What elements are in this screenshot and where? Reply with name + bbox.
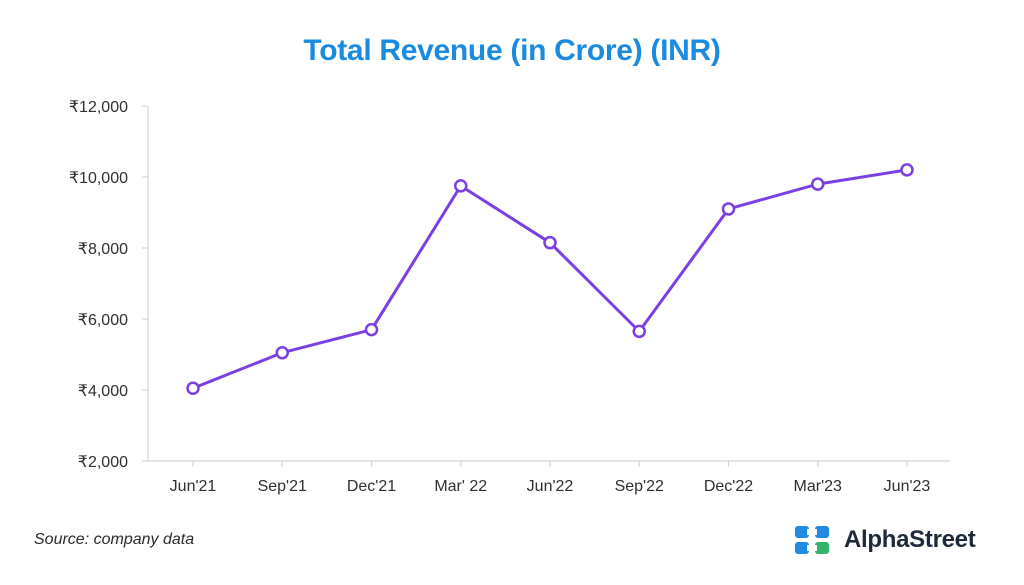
x-tick-label: Sep'22	[615, 478, 664, 495]
series-revenue	[186, 163, 914, 395]
chart-title: Total Revenue (in Crore) (INR)	[303, 34, 721, 67]
x-tick-label: Mar'23	[794, 478, 843, 495]
series-line	[191, 168, 909, 390]
y-tick-label: ₹8,000	[78, 241, 128, 258]
data-point	[632, 324, 646, 339]
data-point	[275, 345, 289, 360]
data-point	[811, 177, 825, 191]
x-axis-ticks: Jun'21 Sep'21 Dec'21 Mar' 22 Jun'22 Sep'22 Dec…	[170, 461, 931, 495]
x-tick-label: Mar' 22	[434, 478, 487, 495]
alphastreet-logo-icon	[795, 526, 829, 554]
x-tick-label: Sep'21	[258, 478, 307, 495]
data-point	[900, 163, 914, 177]
x-tick-label: Jun'22	[527, 478, 574, 495]
brand-name: AlphaStreet	[844, 526, 976, 553]
y-tick-label: ₹6,000	[78, 312, 128, 329]
source-note: Source: company data	[34, 531, 195, 548]
axes	[147, 106, 950, 462]
data-point	[721, 202, 736, 216]
x-tick-label: Jun'21	[170, 478, 217, 495]
x-tick-label: Jun'23	[884, 478, 931, 495]
data-point	[364, 322, 379, 337]
x-tick-label: Dec'21	[347, 478, 396, 495]
data-point	[543, 235, 557, 250]
y-tick-label: ₹4,000	[78, 383, 128, 400]
y-tick-label: ₹12,000	[69, 99, 128, 116]
x-tick-label: Dec'22	[704, 478, 753, 495]
y-tick-label: ₹2,000	[78, 454, 128, 471]
brand: AlphaStreet	[794, 524, 976, 556]
data-point	[454, 179, 468, 193]
y-tick-label: ₹10,000	[69, 170, 128, 187]
y-axis-ticks: ₹2,000 ₹4,000 ₹6,000 ₹8,000 ₹10,000 ₹12,000	[69, 99, 148, 471]
data-point	[186, 381, 200, 395]
